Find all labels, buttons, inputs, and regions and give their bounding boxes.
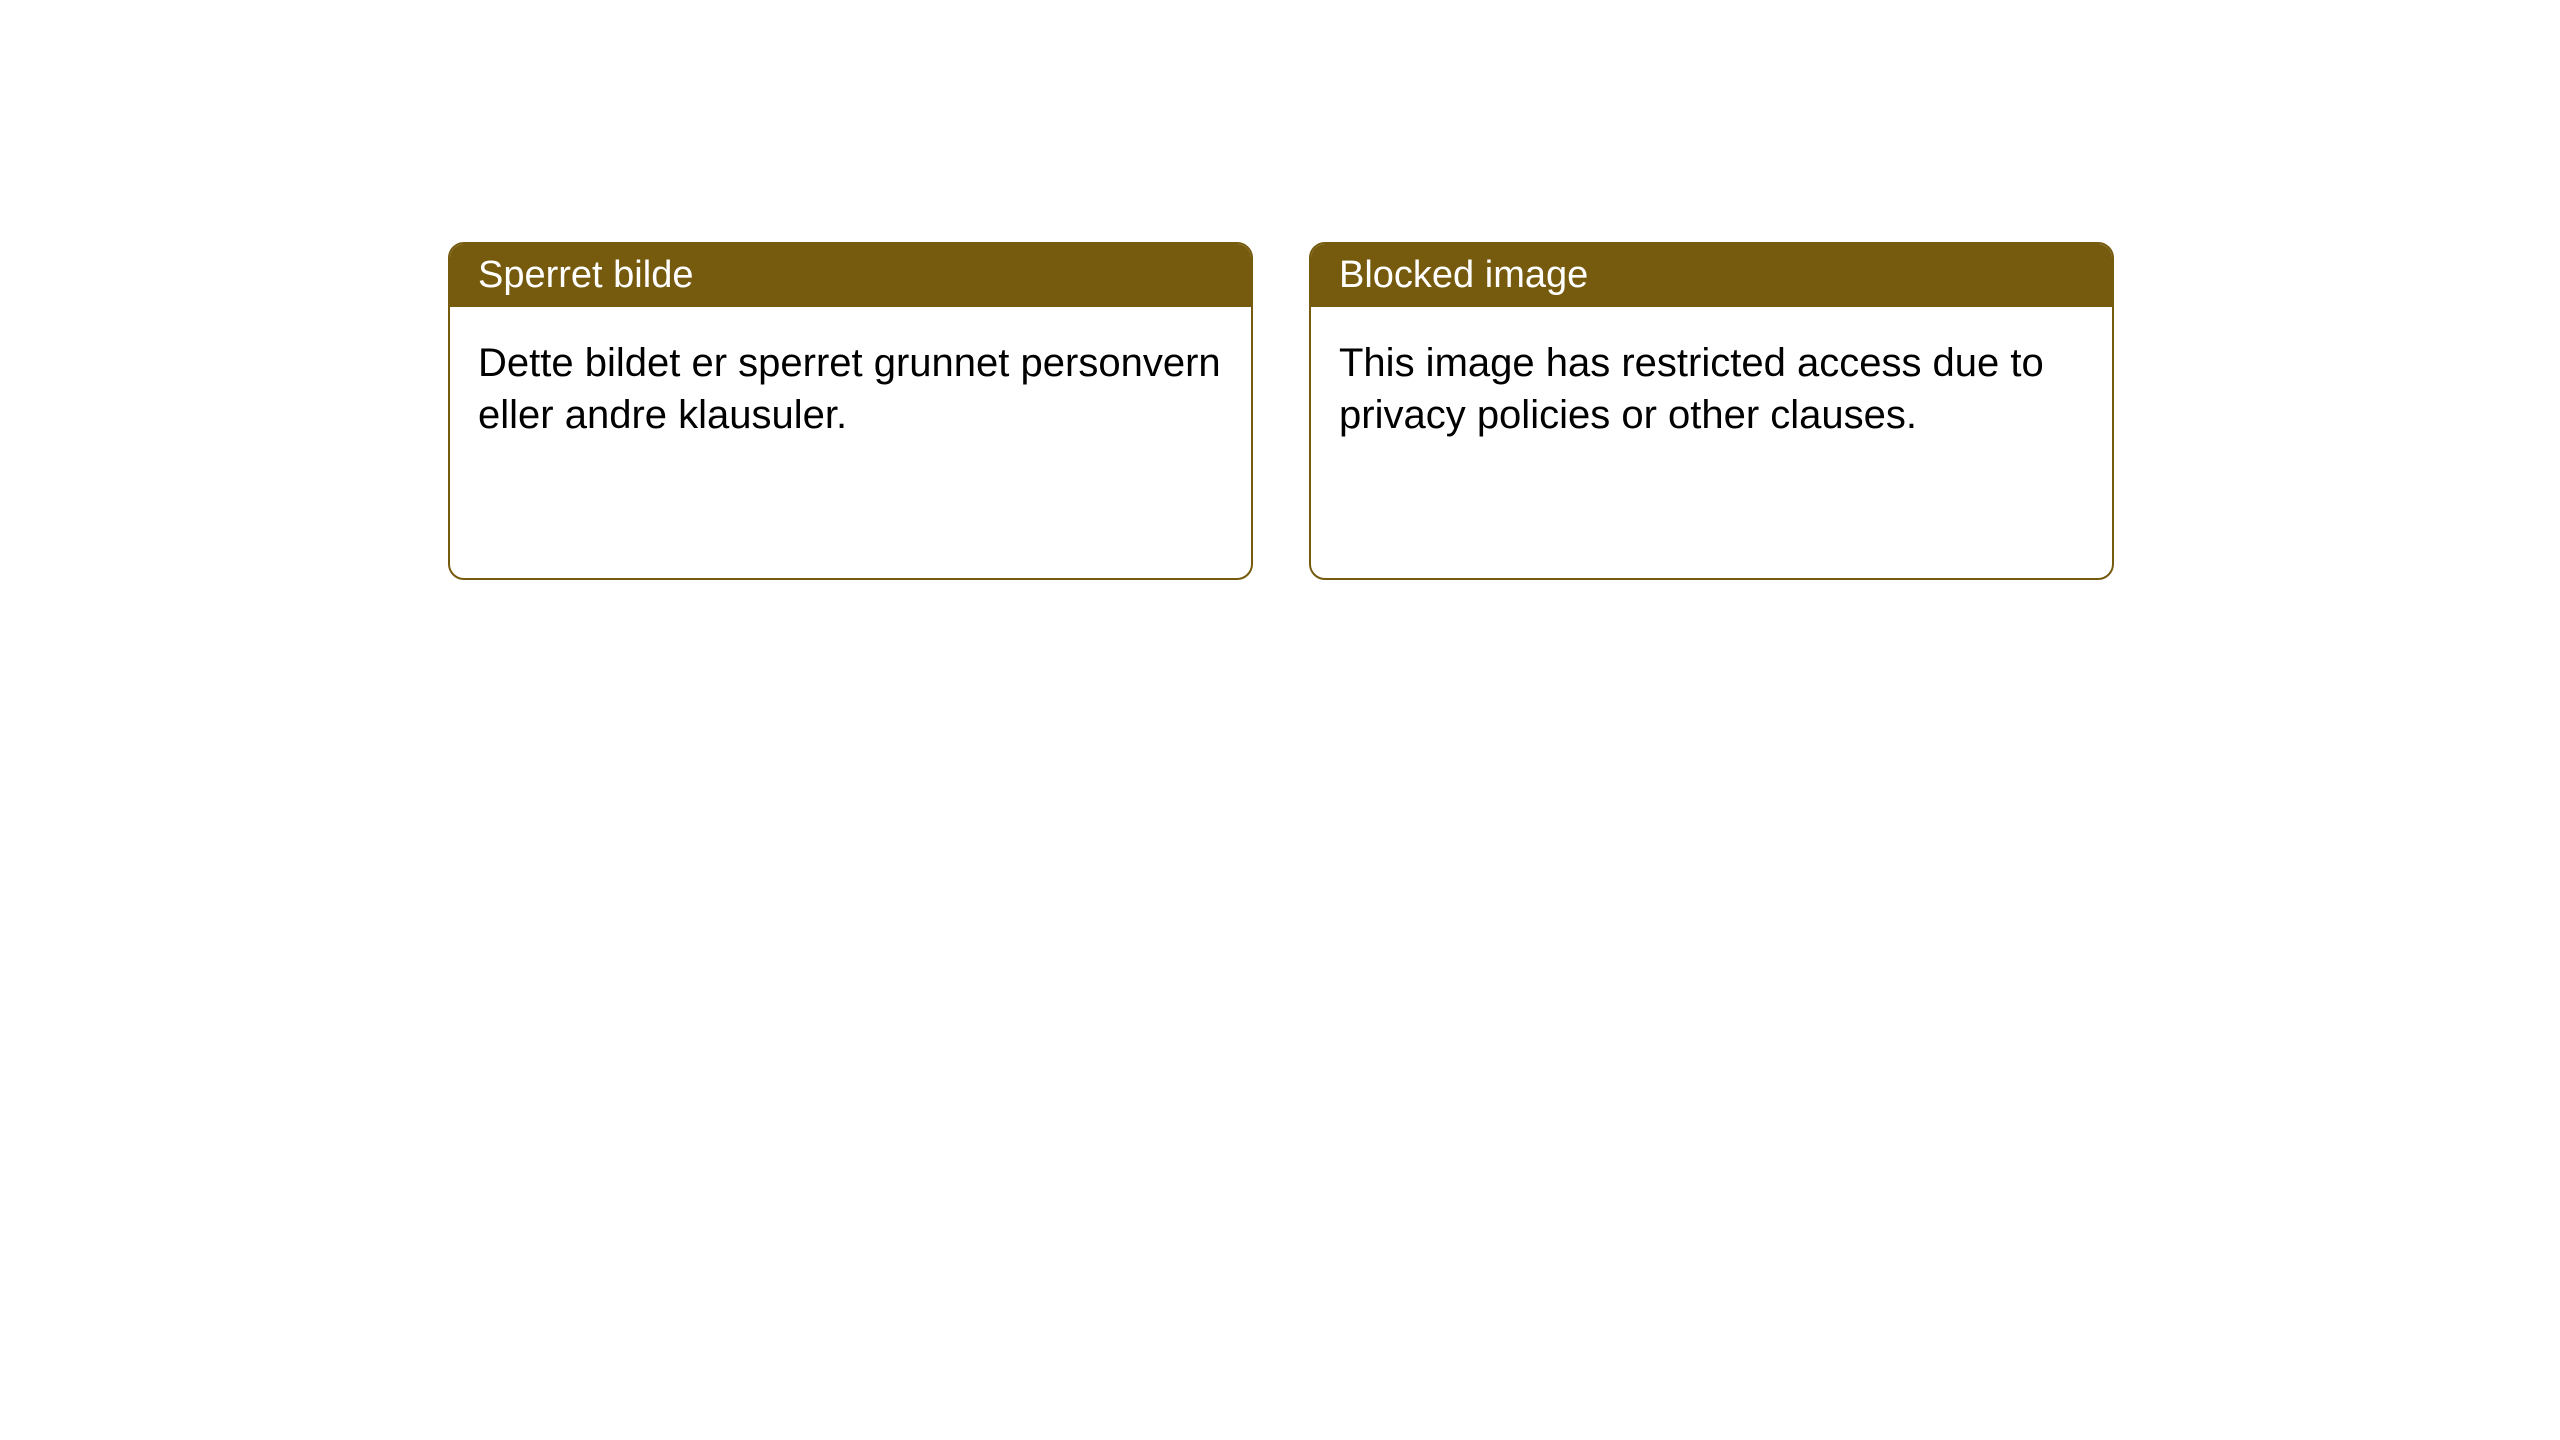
notice-box-english: Blocked image This image has restricted … bbox=[1309, 242, 2114, 580]
notice-body-english: This image has restricted access due to … bbox=[1311, 307, 2112, 471]
notice-box-norwegian: Sperret bilde Dette bildet er sperret gr… bbox=[448, 242, 1253, 580]
notice-header-norwegian: Sperret bilde bbox=[450, 244, 1251, 307]
notices-container: Sperret bilde Dette bildet er sperret gr… bbox=[448, 242, 2114, 580]
notice-header-english: Blocked image bbox=[1311, 244, 2112, 307]
notice-body-norwegian: Dette bildet er sperret grunnet personve… bbox=[450, 307, 1251, 471]
